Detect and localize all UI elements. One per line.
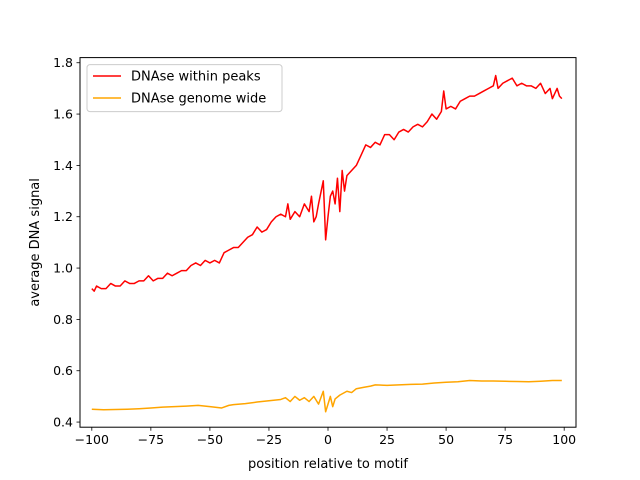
series-line-1 [91, 74, 563, 292]
series-line-2 [91, 379, 562, 413]
y-tick-label: 0.8 [53, 312, 73, 327]
y-tick-label: 1.8 [53, 55, 73, 70]
legend-box [86, 64, 283, 113]
x-tick-label: 25 [379, 432, 395, 447]
series-layer [91, 74, 563, 413]
y-axis: 0.4 0.6 0.8 1.0 1.2 1.4 1.6 1.8 [53, 55, 80, 430]
x-tick-label: −100 [75, 432, 109, 447]
y-tick-label: 1.4 [53, 158, 73, 173]
x-tick-label: 100 [552, 432, 576, 447]
x-tick-label: 50 [438, 432, 454, 447]
y-tick-label: 1.2 [53, 209, 73, 224]
x-tick-label: 75 [497, 432, 513, 447]
y-tick-label: 0.4 [53, 415, 73, 430]
x-tick-label: −75 [138, 432, 164, 447]
plot-frame [79, 57, 577, 428]
x-axis: −100 −75 −50 −25 0 25 50 75 100 [75, 427, 576, 447]
y-tick-label: 1.6 [53, 107, 73, 122]
x-tick-label: −25 [256, 432, 282, 447]
y-axis-label: average DNA signal [28, 178, 43, 307]
x-axis-label: position relative to motif [248, 457, 408, 472]
legend-label-2: DNAse genome wide [131, 92, 266, 107]
legend-label-1: DNAse within peaks [131, 70, 261, 85]
y-tick-label: 0.6 [53, 363, 73, 378]
y-tick-label: 1.0 [53, 261, 73, 276]
x-tick-label: −50 [197, 432, 223, 447]
legend: DNAse within peaks DNAse genome wide [86, 64, 283, 113]
x-tick-label: 0 [324, 432, 332, 447]
